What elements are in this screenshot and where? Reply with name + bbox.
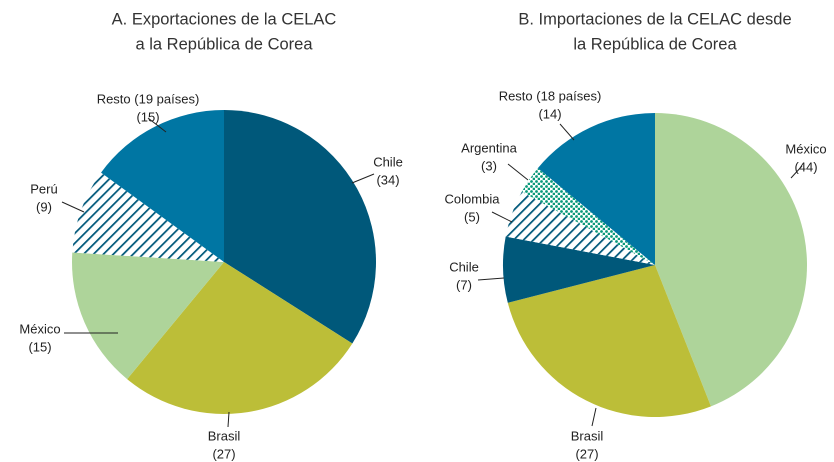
value-label: (44): [794, 159, 817, 174]
slice-label: México: [785, 141, 826, 156]
value-label: (14): [538, 106, 561, 121]
slice-label: Colombia: [445, 191, 501, 206]
leader-line: [147, 117, 167, 133]
chart-title: a la República de Corea: [135, 35, 313, 53]
leader-line: [477, 277, 505, 281]
slice-label: Chile: [449, 259, 479, 274]
slice-label: Chile: [373, 154, 403, 169]
value-label: (7): [456, 277, 472, 292]
pie-slice: [127, 262, 353, 414]
chart-title: B. Importaciones de la CELAC desde: [518, 10, 791, 28]
leader-line: [61, 201, 85, 213]
value-label: (3): [481, 158, 497, 173]
slice-label: Resto (18 países): [499, 88, 602, 103]
chart-title: la República de Corea: [573, 35, 737, 53]
value-label: (5): [464, 209, 480, 224]
slice-label: Brasil: [571, 428, 604, 443]
pie-slice: [503, 236, 655, 303]
pie-slice: [72, 252, 224, 380]
leader-line: [559, 123, 575, 141]
value-label: (15): [136, 109, 159, 124]
value-label: (15): [28, 339, 51, 354]
leader-line: [507, 163, 529, 181]
pie-slice: [101, 110, 224, 262]
value-label: (9): [36, 199, 52, 214]
pie-slice: [537, 113, 655, 265]
slice-label: México: [19, 321, 60, 336]
pie-slice: [655, 113, 807, 407]
slice-label: Brasil: [208, 428, 241, 443]
leader-line: [790, 165, 803, 179]
slice-label: Resto (19 países): [97, 91, 200, 106]
leader-line: [591, 407, 597, 427]
pie-slice: [507, 265, 711, 417]
leader-line: [491, 211, 513, 223]
pie-slice: [72, 172, 225, 262]
pie-slice: [224, 110, 376, 344]
chart-title: A. Exportaciones de la CELAC: [112, 10, 337, 28]
leader-line: [351, 173, 375, 184]
pie-slice: [505, 191, 655, 265]
slice-label: Argentina: [461, 140, 517, 155]
slice-label: Perú: [30, 181, 57, 196]
value-label: (27): [575, 446, 598, 461]
value-label: (27): [212, 446, 235, 461]
leader-line: [227, 411, 230, 428]
pie-slice: [521, 168, 655, 265]
value-label: (34): [376, 172, 399, 187]
